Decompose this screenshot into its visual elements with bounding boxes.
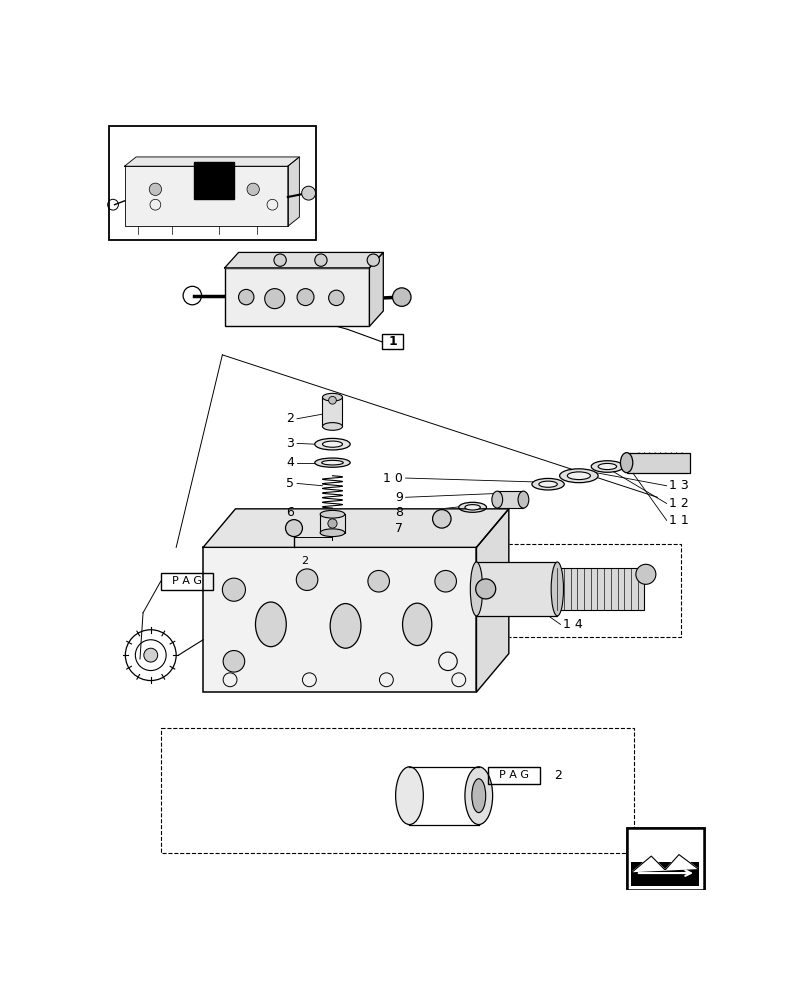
- Ellipse shape: [320, 510, 345, 518]
- Circle shape: [476, 579, 496, 599]
- Bar: [225, 268, 369, 326]
- Circle shape: [329, 396, 336, 404]
- Circle shape: [223, 651, 245, 672]
- Text: 2: 2: [301, 556, 309, 566]
- Polygon shape: [477, 509, 509, 692]
- Circle shape: [238, 289, 254, 305]
- Text: 2: 2: [554, 769, 562, 782]
- Ellipse shape: [315, 458, 350, 467]
- Ellipse shape: [598, 463, 617, 470]
- Bar: [627, 453, 690, 473]
- Text: 5: 5: [286, 477, 294, 490]
- Bar: [467, 544, 681, 637]
- Ellipse shape: [591, 461, 624, 472]
- Circle shape: [636, 564, 656, 584]
- Ellipse shape: [320, 529, 345, 537]
- Ellipse shape: [472, 779, 486, 813]
- Bar: [488, 767, 541, 784]
- Bar: [109, 126, 316, 240]
- Circle shape: [315, 254, 327, 266]
- Circle shape: [367, 254, 380, 266]
- Circle shape: [247, 183, 259, 195]
- Text: 1 0: 1 0: [384, 472, 403, 485]
- Ellipse shape: [459, 502, 486, 512]
- Text: 4: 4: [286, 456, 294, 469]
- Circle shape: [297, 569, 318, 590]
- Polygon shape: [203, 509, 509, 547]
- Bar: [381, 334, 403, 349]
- Circle shape: [265, 289, 284, 309]
- Bar: [203, 547, 477, 692]
- Bar: [558, 568, 644, 610]
- Circle shape: [368, 570, 389, 592]
- Bar: [322, 397, 343, 426]
- Circle shape: [393, 288, 411, 306]
- Text: 8: 8: [395, 506, 403, 519]
- Text: 1 2: 1 2: [669, 497, 688, 510]
- Ellipse shape: [322, 423, 343, 430]
- Ellipse shape: [518, 491, 528, 508]
- Bar: [477, 562, 558, 616]
- Bar: [627, 828, 704, 890]
- Text: 3: 3: [286, 437, 294, 450]
- Circle shape: [285, 520, 302, 537]
- Circle shape: [328, 519, 337, 528]
- Circle shape: [274, 254, 286, 266]
- Circle shape: [297, 289, 314, 306]
- Text: 2: 2: [286, 412, 294, 425]
- Text: 9: 9: [395, 491, 403, 504]
- Ellipse shape: [322, 393, 343, 401]
- Polygon shape: [124, 157, 300, 166]
- Circle shape: [301, 186, 316, 200]
- Polygon shape: [633, 855, 697, 872]
- Ellipse shape: [567, 472, 591, 480]
- Ellipse shape: [396, 767, 423, 825]
- Ellipse shape: [255, 602, 286, 647]
- Text: 7: 7: [395, 522, 403, 535]
- Circle shape: [222, 578, 246, 601]
- Text: P A G: P A G: [499, 770, 529, 780]
- Ellipse shape: [470, 562, 482, 616]
- Text: 1 4: 1 4: [563, 618, 583, 631]
- Ellipse shape: [402, 603, 431, 646]
- Polygon shape: [225, 252, 383, 268]
- Bar: [627, 828, 704, 890]
- Bar: [161, 573, 213, 590]
- Ellipse shape: [465, 505, 480, 510]
- Circle shape: [144, 648, 158, 662]
- Ellipse shape: [532, 478, 564, 490]
- Bar: [631, 862, 699, 886]
- Circle shape: [435, 570, 457, 592]
- Ellipse shape: [492, 491, 503, 508]
- Ellipse shape: [322, 460, 343, 465]
- Text: 1 1: 1 1: [669, 514, 688, 527]
- Ellipse shape: [551, 562, 563, 616]
- Ellipse shape: [560, 469, 598, 483]
- Text: 1 3: 1 3: [669, 479, 688, 492]
- Circle shape: [149, 183, 162, 195]
- Ellipse shape: [322, 441, 343, 447]
- Bar: [320, 514, 345, 533]
- Bar: [194, 162, 234, 199]
- Polygon shape: [124, 166, 288, 226]
- Ellipse shape: [539, 481, 558, 487]
- Polygon shape: [369, 252, 383, 326]
- Circle shape: [432, 510, 451, 528]
- Text: P A G: P A G: [172, 576, 202, 586]
- Polygon shape: [288, 157, 300, 226]
- Bar: [161, 728, 634, 853]
- Text: 6: 6: [286, 506, 294, 519]
- Ellipse shape: [315, 438, 350, 450]
- Ellipse shape: [465, 767, 493, 825]
- Bar: [497, 491, 524, 508]
- Ellipse shape: [330, 604, 361, 648]
- Ellipse shape: [621, 453, 633, 473]
- Text: 1: 1: [388, 335, 397, 348]
- Circle shape: [329, 290, 344, 306]
